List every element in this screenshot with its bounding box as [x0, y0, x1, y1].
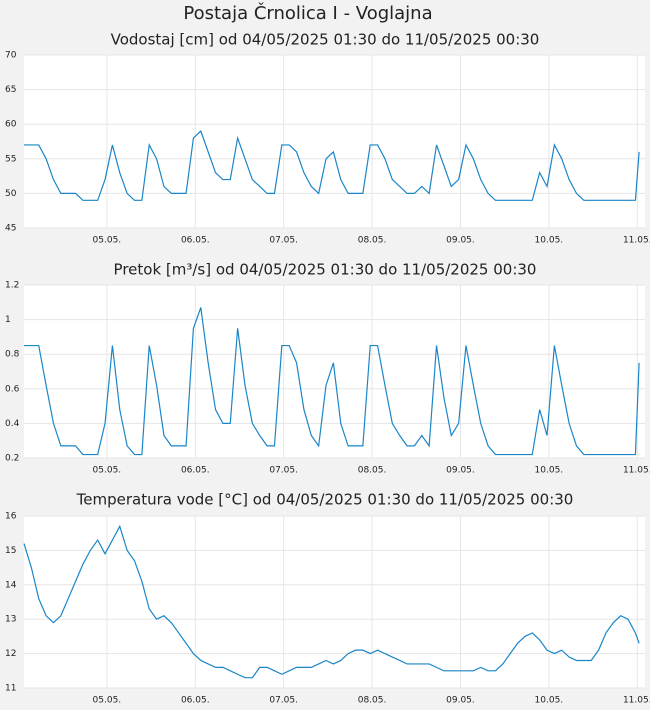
y-tick-label: 65 [5, 85, 16, 95]
x-tick-label: 10.05. [535, 466, 564, 476]
y-tick-label: 0.6 [5, 384, 20, 394]
y-tick-label: 11 [5, 684, 16, 694]
y-tick-label: 12 [5, 649, 16, 659]
x-tick-label: 06.05. [181, 236, 210, 246]
y-tick-label: 55 [5, 154, 16, 164]
y-tick-label: 0.2 [5, 454, 19, 464]
x-tick-label: 07.05. [269, 466, 298, 476]
chart-subtitle: Temperatura vode [°C] od 04/05/2025 01:3… [76, 491, 574, 509]
x-tick-label: 05.05. [93, 466, 122, 476]
chart-subtitle: Vodostaj [cm] od 04/05/2025 01:30 do 11/… [111, 31, 540, 49]
y-tick-label: 45 [5, 224, 16, 234]
y-tick-label: 1.2 [5, 281, 19, 291]
x-tick-label: 09.05. [446, 466, 475, 476]
y-tick-label: 70 [5, 51, 17, 61]
x-tick-label: 06.05. [181, 466, 210, 476]
x-tick-label: 08.05. [358, 696, 387, 706]
x-tick-label: 08.05. [358, 236, 387, 246]
x-tick-label: 07.05. [269, 696, 298, 706]
x-tick-label: 09.05. [446, 696, 475, 706]
y-tick-label: 15 [5, 546, 16, 556]
y-tick-label: 0.8 [5, 350, 20, 360]
data-line [24, 130, 640, 201]
data-line [24, 307, 640, 456]
x-tick-label: 11.05. [623, 466, 650, 476]
x-tick-label: 06.05. [181, 696, 210, 706]
y-tick-label: 60 [5, 120, 17, 130]
x-tick-label: 09.05. [446, 236, 475, 246]
x-tick-label: 07.05. [269, 236, 298, 246]
x-tick-label: 11.05. [623, 236, 650, 246]
chart-subtitle: Pretok [m³/s] od 04/05/2025 01:30 do 11/… [114, 261, 537, 279]
x-tick-label: 10.05. [535, 236, 564, 246]
y-tick-label: 13 [5, 615, 16, 625]
x-tick-label: 05.05. [93, 236, 122, 246]
y-tick-label: 1 [5, 315, 11, 325]
x-tick-label: 08.05. [358, 466, 387, 476]
y-tick-label: 50 [5, 189, 17, 199]
data-line [23, 524, 640, 679]
y-tick-label: 0.4 [5, 419, 20, 429]
plot-area [24, 516, 645, 688]
x-tick-label: 10.05. [535, 696, 564, 706]
x-tick-label: 05.05. [93, 696, 122, 706]
page-title: Postaja Črnolica I - Voglajna [183, 2, 432, 24]
plot-area [24, 55, 645, 228]
y-tick-label: 16 [5, 512, 17, 522]
y-tick-label: 14 [5, 580, 17, 590]
x-tick-label: 11.05. [623, 696, 650, 706]
